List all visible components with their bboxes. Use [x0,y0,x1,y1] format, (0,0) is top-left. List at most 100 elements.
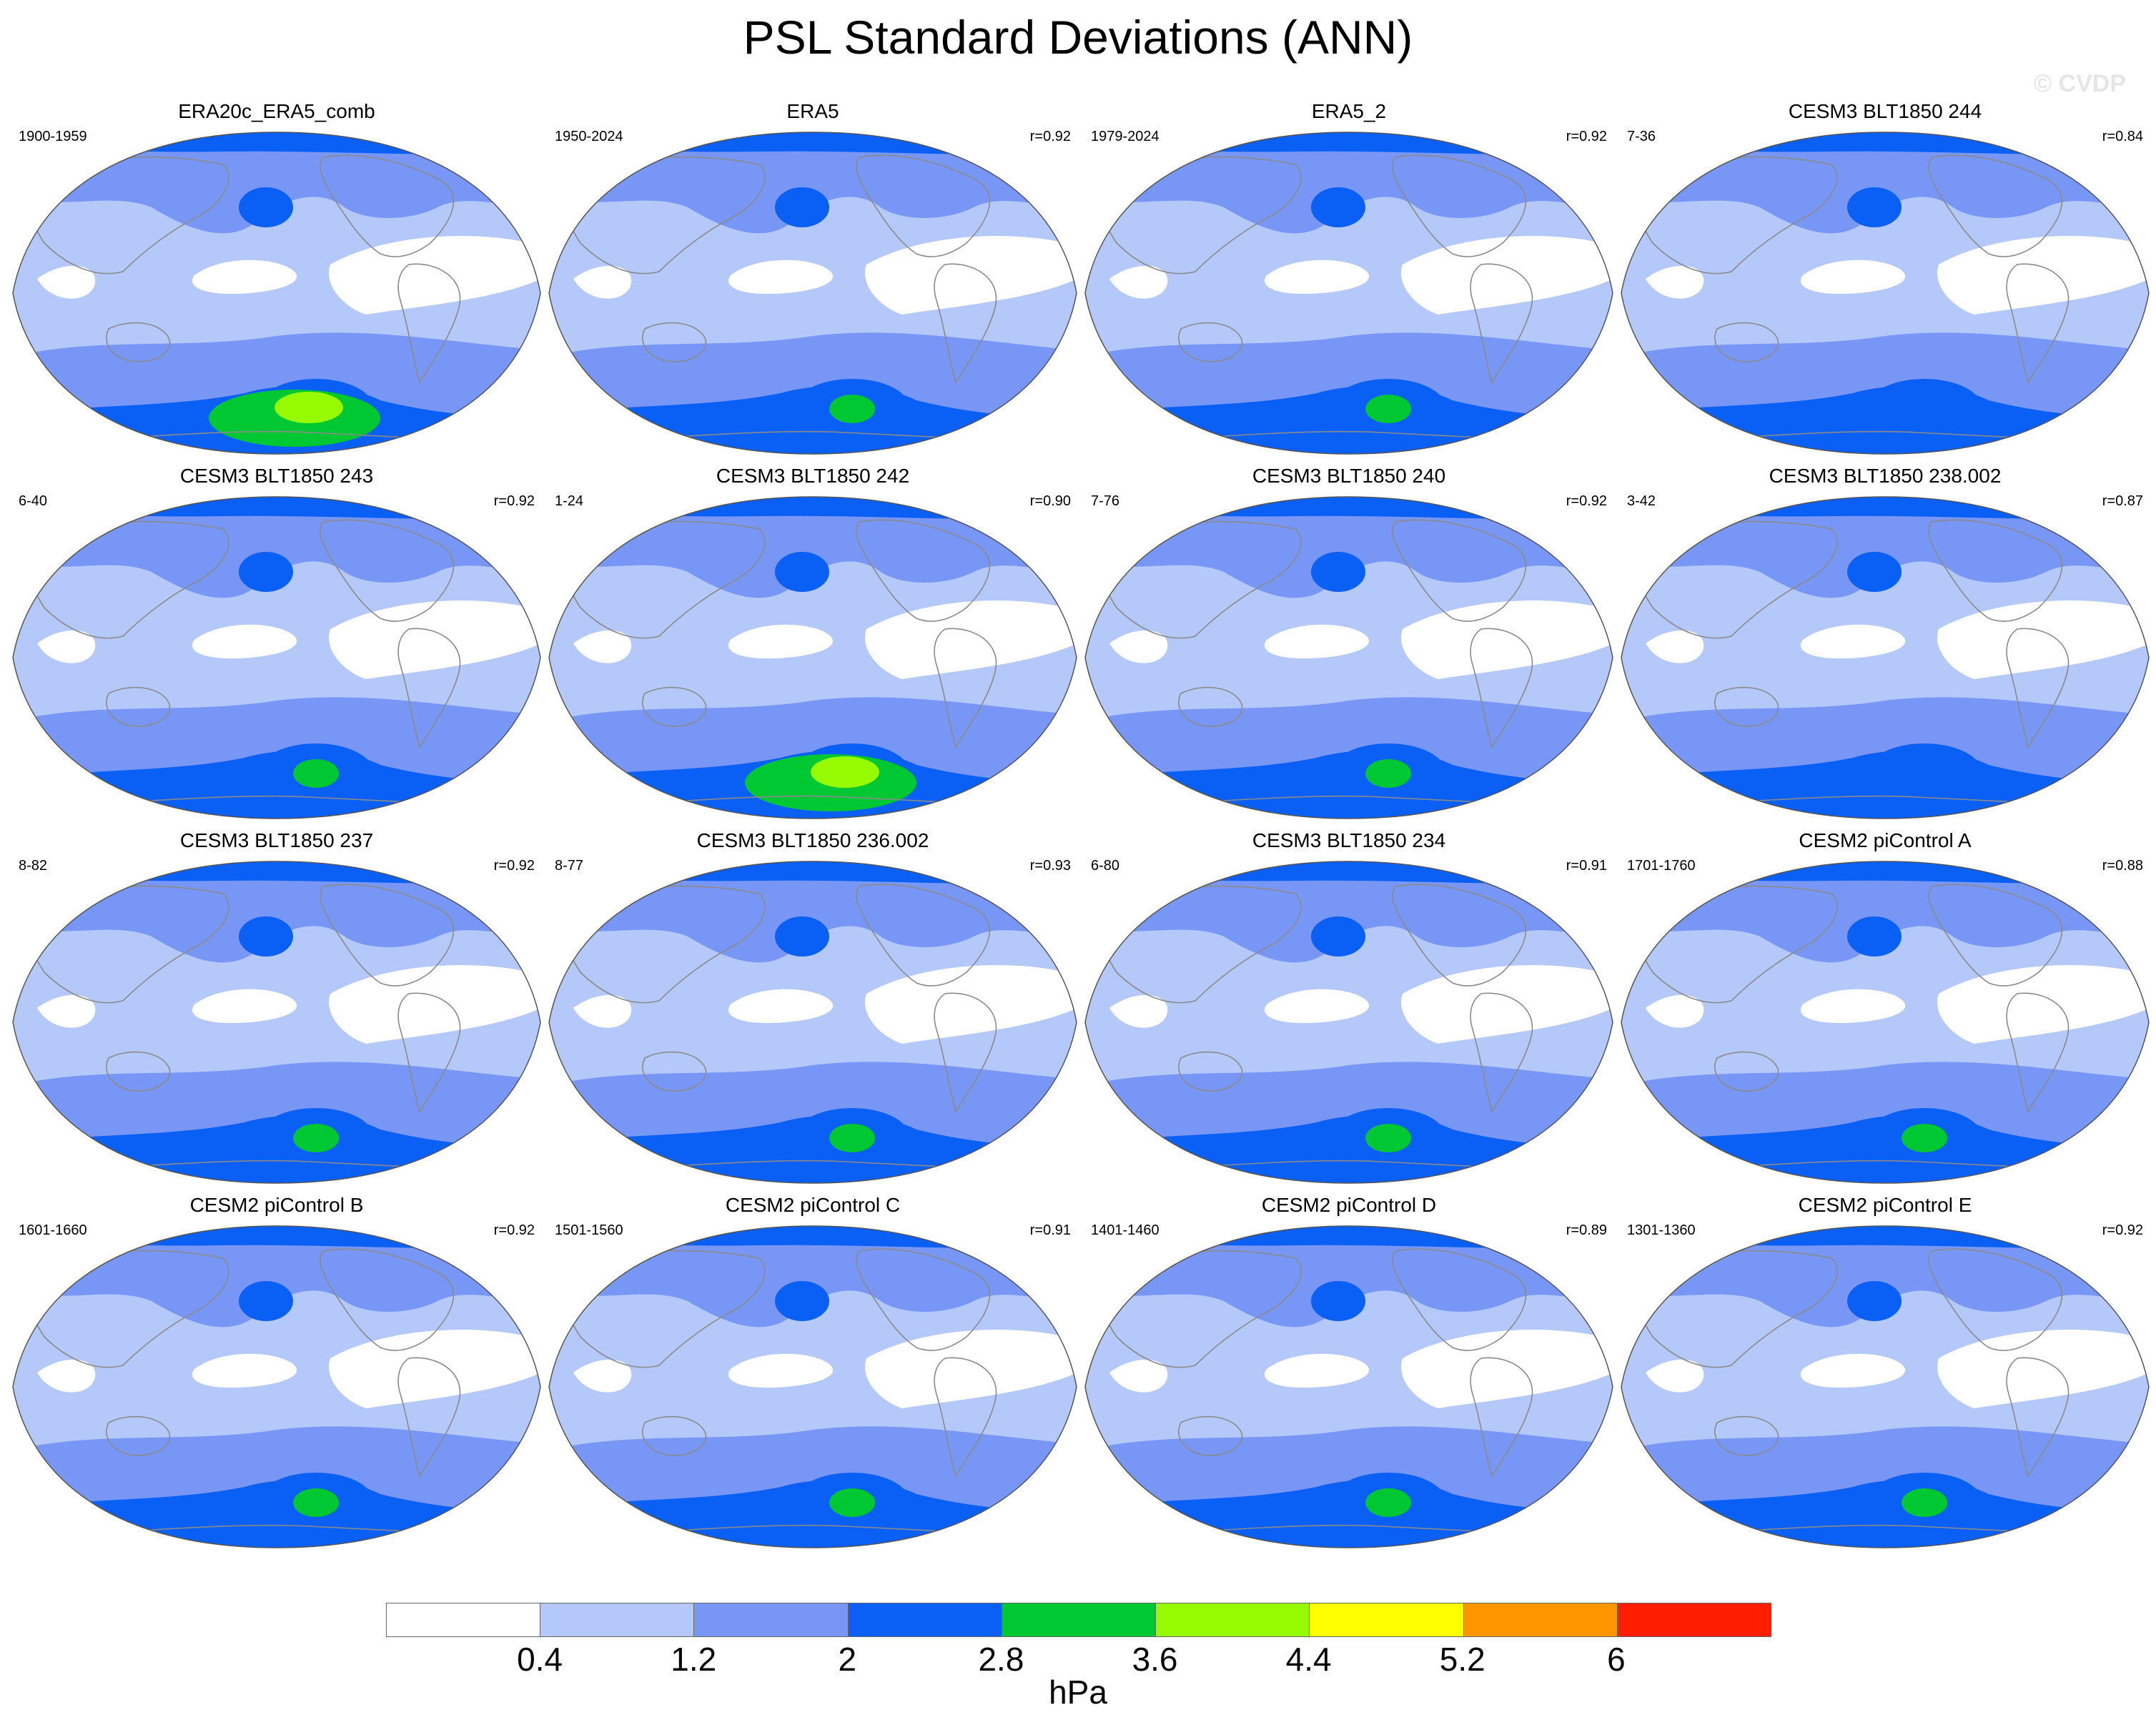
south-america-outline [2006,628,2070,748]
panel-pattern-correlation: r=0.92 [1029,129,1071,144]
amundsen-sea-variance-center [1867,379,1982,436]
south-america-outline [397,1357,461,1478]
globe-map [548,1225,1077,1548]
colorbar-segment [387,1603,540,1636]
aleutian-variance-center [239,916,293,957]
asia-outline [563,885,766,1004]
aleutian-variance-center [1847,552,1902,592]
map-panel: CESM3 BLT1850 243 6-40 r=0.92 [9,465,545,822]
north-america-outline [1392,884,1527,987]
asia-outline [1635,1250,1838,1368]
globe-map [548,132,1077,455]
tropical-low-variance-region [865,600,1077,679]
northern-variability-band [13,1226,540,1328]
amundsen-sea-peak [293,1124,339,1152]
tropical-low-variance-region [573,994,632,1028]
amundsen-sea-maximum [811,756,879,788]
globe-outline [548,861,1077,1184]
globe-outline [548,1225,1077,1548]
south-america-outline [1470,263,1533,384]
tropical-low-variance-region [329,965,540,1044]
panel-years: 1501-1560 [555,1222,623,1238]
north-america-outline [1928,519,2063,622]
panel-years: 1601-1660 [19,1222,87,1238]
colorbar-tick-label: 4.4 [1285,1641,1332,1678]
panel-years: 6-40 [19,493,48,509]
north-america-outline [1928,1248,2063,1351]
tropical-low-variance-region [1401,1330,1613,1408]
globe-outline [1084,1225,1613,1548]
north-america-outline [320,884,455,987]
panel-title: CESM3 BLT1850 240 [1252,465,1446,487]
asia-outline [1635,520,1838,639]
colorbar-tick-label: 1.2 [671,1641,717,1678]
tropical-low-variance-region [1109,1359,1168,1393]
colorbar-segment [540,1603,694,1636]
panel-pattern-correlation: r=0.91 [1029,1222,1071,1238]
north-america-outline [1392,519,1527,622]
tropical-low-variance-region [37,994,96,1028]
panel-years: 1401-1460 [1091,1222,1159,1238]
panel-years: 1979-2024 [1091,129,1159,144]
amundsen-sea-variance-center [1867,743,1982,801]
asia-outline [563,520,766,639]
colorbar [386,1603,1771,1637]
tropical-low-variance-region [1264,260,1370,295]
globe-map [1084,1225,1613,1548]
northern-variability-band [1085,1226,1613,1328]
south-america-outline [934,263,997,384]
panel-years: 1900-1959 [19,129,87,144]
amundsen-sea-maximum [275,392,343,423]
aleutian-variance-center [1847,1281,1902,1321]
south-america-outline [2006,992,2070,1113]
panel-pattern-correlation: r=0.92 [493,858,535,874]
globe-outline [12,496,541,819]
south-america-outline [934,628,997,748]
globe-map [1621,496,2150,819]
map-panel: CESM3 BLT1850 234 6-80 r=0.91 [1081,829,1617,1187]
south-america-outline [397,263,461,384]
panel-pattern-correlation: r=0.92 [2102,1222,2143,1238]
aleutian-variance-center [1311,916,1365,957]
south-america-outline [934,992,997,1113]
panel-years: 8-77 [555,858,584,874]
northern-variability-band [1085,497,1613,598]
tropical-low-variance-region [1646,265,1704,299]
panel-pattern-correlation: r=0.92 [493,1222,535,1238]
asia-outline [563,156,766,275]
northern-variability-band [1621,132,2149,234]
panel-title: CESM2 piControl A [1799,829,1972,851]
panel-title: ERA20c_ERA5_comb [178,100,375,122]
tropical-low-variance-region [1264,624,1370,659]
map-panel: CESM3 BLT1850 242 1-24 r=0.90 [545,465,1081,822]
amundsen-sea-peak [829,1124,875,1152]
colorbar-segment [1001,1603,1156,1636]
northern-variability-band [1085,861,1613,963]
tropical-low-variance-region [1800,989,1906,1024]
panel-years: 8-82 [19,858,48,874]
aleutian-variance-center [1311,187,1365,227]
northern-variability-band [1621,861,2149,963]
colorbar-tick-label: 0.4 [517,1641,563,1678]
northern-variability-band [13,861,540,963]
tropical-low-variance-region [865,1330,1077,1408]
aleutian-variance-center [239,187,293,227]
globe-map [1621,1225,2150,1548]
asia-outline [1099,885,1302,1004]
panel-title: CESM2 piControl C [725,1194,901,1216]
asia-outline [563,1250,766,1368]
tropical-low-variance-region [37,1359,96,1393]
amundsen-sea-peak [829,1488,875,1517]
panel-pattern-correlation: r=0.90 [1029,493,1071,509]
panel-pattern-correlation: r=0.88 [2102,858,2143,874]
south-america-outline [2006,263,2070,384]
aleutian-variance-center [1847,187,1902,227]
amundsen-sea-peak [293,1488,339,1517]
tropical-low-variance-region [192,1353,297,1388]
amundsen-sea-peak [1902,1488,1947,1517]
panel-pattern-correlation: r=0.91 [1566,858,1607,874]
tropical-low-variance-region [1109,994,1168,1028]
panel-pattern-correlation: r=0.93 [1029,858,1071,874]
map-panel: CESM2 piControl E 1301-1360 r=0.92 [1617,1194,2153,1551]
aleutian-variance-center [1847,916,1902,957]
